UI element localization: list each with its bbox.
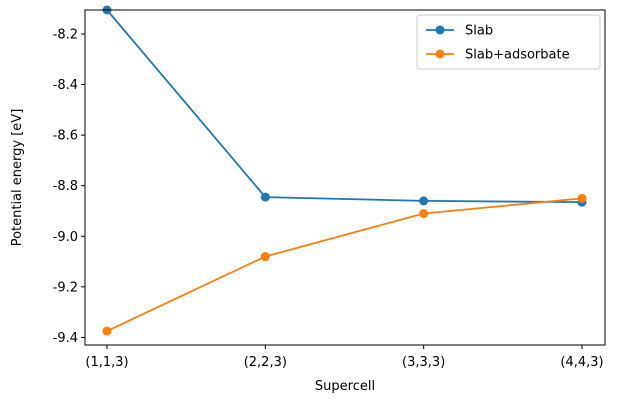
- y-tick-label: -9.4: [53, 331, 78, 346]
- y-tick-label: -9.0: [53, 230, 78, 245]
- legend-marker: [435, 49, 445, 59]
- data-point: [260, 192, 270, 202]
- series-line: [106, 197, 583, 332]
- data-point: [419, 196, 429, 206]
- y-tick-label: -8.4: [53, 78, 78, 93]
- y-tick-label: -8.6: [53, 129, 78, 144]
- x-tick-label: (1,1,3): [85, 355, 128, 370]
- series-line: [106, 9, 583, 204]
- data-point: [419, 209, 429, 219]
- data-point: [577, 193, 587, 203]
- x-tick-label: (2,2,3): [244, 355, 287, 370]
- legend-marker: [435, 25, 445, 35]
- plot-frame: [84, 9, 606, 346]
- legend-box: [416, 14, 601, 70]
- y-tick-label: -8.8: [53, 179, 78, 194]
- y-tick-label: -8.2: [53, 28, 78, 43]
- x-axis: (1,1,3) (2,2,3) (3,3,3) (4,4,3): [85, 345, 604, 370]
- data-point: [102, 326, 112, 336]
- legend-label: Slab+adsorbate: [465, 48, 570, 63]
- y-axis-label: Potential energy [eV]: [10, 109, 25, 247]
- x-tick-label: (4,4,3): [560, 355, 603, 370]
- data-point: [260, 252, 270, 262]
- y-axis: -9.4 -9.2 -9.0 -8.8 -8.6 -8.4 -8.2: [53, 28, 85, 346]
- y-tick-label: -9.2: [53, 280, 78, 295]
- x-tick-label: (3,3,3): [402, 355, 445, 370]
- plot-area: [102, 5, 587, 336]
- legend: Slab Slab+adsorbate: [416, 14, 601, 70]
- x-axis-label: Supercell: [315, 379, 375, 394]
- legend-label: Slab: [465, 24, 493, 39]
